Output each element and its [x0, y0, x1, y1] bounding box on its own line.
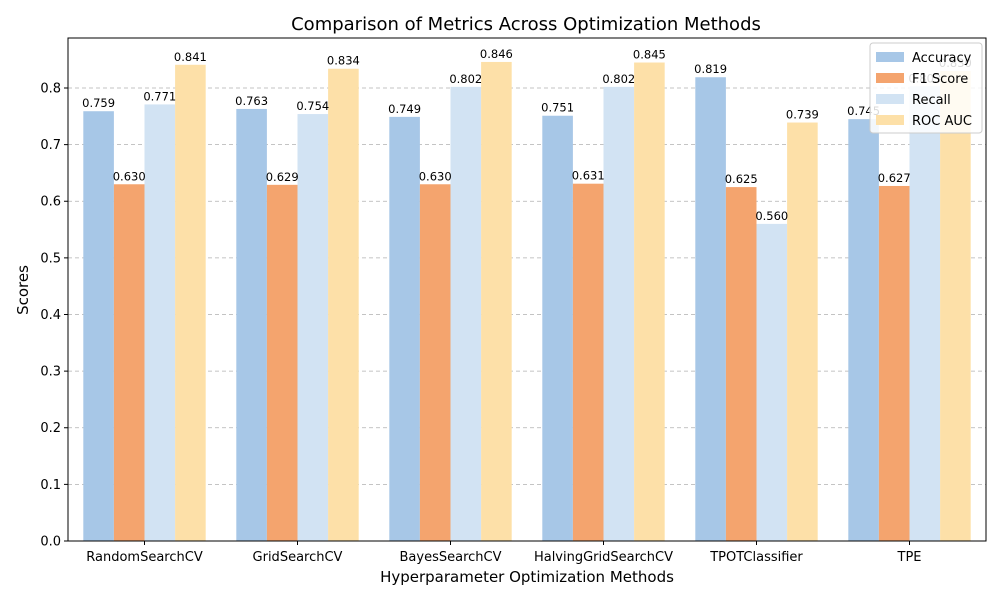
- bar: [113, 184, 145, 542]
- bar-value-label: 0.819: [694, 62, 727, 76]
- bar-value-label: 0.771: [143, 89, 176, 103]
- x-tick-label: BayesSearchCV: [400, 550, 502, 565]
- x-axis-title: Hyperparameter Optimization Methods: [380, 568, 674, 586]
- legend-swatch: [876, 52, 904, 62]
- bar: [144, 104, 176, 541]
- y-tick-label: 0.7: [40, 138, 61, 153]
- bar: [725, 187, 757, 541]
- legend-swatch: [876, 115, 904, 125]
- bar-value-label: 0.802: [449, 72, 482, 86]
- chart-title: Comparison of Metrics Across Optimizatio…: [291, 14, 761, 35]
- bar: [848, 119, 879, 541]
- bar: [909, 86, 941, 541]
- bar-value-label: 0.625: [725, 172, 758, 186]
- bar: [695, 77, 726, 541]
- bar-value-label: 0.845: [633, 48, 666, 62]
- x-axis: RandomSearchCV GridSearchCV BayesSearchCV H…: [86, 541, 922, 565]
- bar: [83, 111, 114, 542]
- bar-value-label: 0.627: [878, 171, 911, 185]
- y-tick-label: 0.1: [40, 478, 61, 493]
- y-tick-label: 0.4: [40, 308, 61, 323]
- bar-value-label: 0.834: [327, 54, 360, 68]
- bar: [175, 64, 206, 541]
- legend-swatch: [876, 94, 904, 104]
- bar: [297, 114, 329, 541]
- legend-label: ROC AUC: [912, 114, 972, 129]
- bar-value-label: 0.630: [113, 169, 146, 183]
- bar: [389, 116, 420, 541]
- bar: [419, 184, 451, 542]
- x-tick-label: TPE: [897, 550, 922, 565]
- plot-frame: [67, 37, 987, 542]
- bar: [940, 71, 971, 541]
- bar-value-label: 0.630: [419, 169, 452, 183]
- x-tick-label: TPOTClassifier: [709, 550, 803, 565]
- bar-value-label: 0.751: [541, 101, 574, 115]
- bar-value-label: 0.763: [235, 94, 268, 108]
- x-tick-label: GridSearchCV: [253, 550, 343, 565]
- bar-value-label: 0.802: [602, 72, 635, 86]
- bars: [83, 61, 971, 542]
- bar: [542, 115, 573, 541]
- y-axis-title: Scores: [14, 265, 32, 315]
- y-tick-label: 0.6: [40, 195, 61, 210]
- bar-value-label: 0.759: [82, 96, 115, 110]
- x-tick-label: HalvingGridSearchCV: [534, 550, 673, 565]
- bar: [481, 61, 512, 541]
- bar: [787, 122, 818, 542]
- legend-box: [869, 42, 983, 134]
- legend-swatch: [876, 73, 904, 83]
- legend-label: Accuracy: [912, 51, 972, 66]
- bar: [572, 183, 604, 541]
- bar-value-label: 0.631: [572, 169, 605, 183]
- y-tick-label: 0.8: [40, 81, 61, 96]
- bar: [236, 108, 267, 541]
- legend: Accuracy F1 Score Recall ROC AUC: [869, 42, 983, 134]
- legend-label: F1 Score: [912, 72, 968, 87]
- bar: [328, 68, 359, 542]
- bar-value-label: 0.841: [174, 50, 207, 64]
- legend-label: Recall: [912, 93, 951, 108]
- bar: [450, 86, 482, 542]
- bar-value-label: 0.560: [755, 209, 788, 223]
- bar-value-label: 0.629: [266, 170, 299, 184]
- bar-value-label: 0.754: [296, 99, 329, 113]
- bar: [603, 86, 635, 542]
- bar: [266, 184, 298, 541]
- bar: [756, 223, 788, 542]
- bar: [878, 185, 910, 541]
- bar-value-label: 0.749: [388, 102, 421, 116]
- gridlines: [68, 87, 986, 485]
- bar: [634, 62, 665, 542]
- x-tick-label: RandomSearchCV: [86, 550, 203, 565]
- y-tick-label: 0.3: [40, 365, 61, 380]
- y-tick-label: 0.0: [40, 535, 61, 550]
- y-axis: 0.0 0.1 0.2 0.3 0.4 0.5 0.6 0.7 0.8: [40, 81, 68, 550]
- bar-value-label: 0.739: [786, 108, 819, 122]
- y-tick-label: 0.2: [40, 421, 61, 436]
- y-tick-label: 0.5: [40, 251, 61, 266]
- bar-value-label: 0.846: [480, 47, 513, 61]
